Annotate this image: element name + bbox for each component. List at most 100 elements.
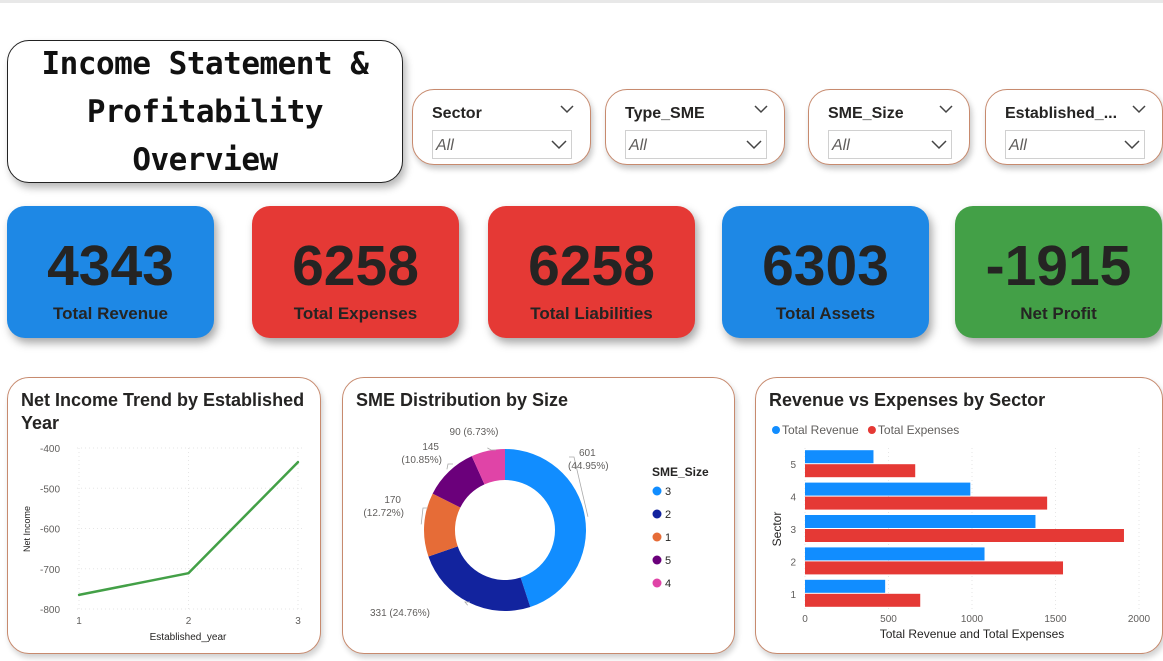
kpi-value: 4343 [47, 234, 174, 298]
kpi-total-revenue: 4343 Total Revenue [7, 206, 214, 338]
chevron-down-icon [931, 140, 947, 150]
chevron-down-icon[interactable] [1132, 105, 1146, 114]
y-axis-label: Net Income [22, 506, 32, 552]
net-income-trend-card: -400 -500 -600 -700 -800 1 2 3 Established_year N… [7, 377, 321, 654]
data-label-percent: (12.72%) [363, 508, 404, 519]
legend-label: 5 [665, 555, 671, 567]
data-point [187, 571, 190, 575]
leader-line [420, 507, 428, 525]
data-label-value: 170 [384, 495, 401, 506]
y-tick-label: -800 [40, 605, 60, 616]
bar-expenses-sector-4 [805, 496, 1048, 510]
chevron-down-icon[interactable] [560, 105, 574, 114]
kpi-total-liabilities: 6258 Total Liabilities [488, 206, 695, 338]
donut-slice-3 [505, 449, 586, 607]
chevron-down-icon[interactable] [939, 105, 953, 114]
legend-marker [652, 555, 662, 565]
bar-revenue-sector-3 [805, 515, 1036, 528]
y-axis-label: Sector [770, 512, 784, 547]
x-axis-label: Established_year [150, 632, 227, 643]
chart-title: Revenue vs Expenses by Sector [769, 390, 1046, 410]
sme-size-donut-chart: 601(44.95%)331 (24.76%)170(12.72%)145(10… [363, 427, 709, 619]
kpi-total-expenses: 6258 Total Expenses [252, 206, 459, 338]
y-tick-label: 1 [790, 590, 796, 601]
data-label-percent: (44.95%) [568, 461, 609, 472]
bar-revenue-sector-5 [805, 450, 874, 464]
kpi-value: 6258 [292, 234, 419, 298]
legend-marker [652, 509, 662, 519]
data-label: 90 (6.73%) [450, 427, 499, 438]
legend-marker [652, 532, 662, 542]
slicer-title: Established_... [1005, 105, 1118, 122]
x-axis-label: Total Revenue and Total Expenses [880, 627, 1065, 641]
slicer-established-year[interactable]: Established_... All [985, 89, 1163, 165]
data-point [77, 593, 81, 597]
bar-expenses-sector-5 [805, 464, 916, 478]
legend-label: 4 [665, 578, 671, 590]
legend-label: Total Expenses [878, 423, 959, 437]
leader-line [487, 447, 496, 451]
bar-expenses-sector-2 [805, 561, 1064, 575]
x-tick-label: 500 [880, 614, 897, 625]
slicer-value: All [436, 137, 454, 154]
bar-expenses-sector-1 [805, 593, 921, 607]
donut-slice-2 [428, 546, 531, 611]
y-tick-label: 5 [790, 460, 796, 471]
net-income-line-chart: -400 -500 -600 -700 -800 1 2 3 Established_year N… [22, 444, 302, 643]
x-tick-label: 1 [76, 616, 82, 627]
leader-line [464, 601, 470, 606]
slicer-title: Sector [432, 105, 482, 122]
slicer-title: SME_Size [828, 105, 904, 122]
legend-marker [772, 426, 780, 434]
legend-marker [867, 426, 876, 434]
kpi-label: Net Profit [1020, 304, 1097, 323]
data-label-value: 145 [422, 442, 439, 453]
title-line-2: Profitability Overview [86, 93, 324, 178]
x-tick-label: 1000 [961, 614, 984, 625]
slicer-sector[interactable]: Sector All [412, 89, 591, 165]
slicer-value: All [1009, 137, 1027, 154]
x-tick-label: 3 [295, 616, 301, 627]
sme-distribution-card: 601 (44.95%) 331 (24.76%) 170 (12.72%) 145 (10… [342, 377, 735, 654]
data-point [296, 460, 300, 464]
kpi-label: Total Liabilities [530, 304, 653, 323]
data-label-percent: (10.85%) [401, 455, 442, 466]
leader-line [569, 456, 589, 517]
slicer-dropdown[interactable]: All [828, 130, 952, 159]
chevron-down-icon[interactable] [754, 105, 768, 114]
slicer-sme-size[interactable]: SME_Size All [808, 89, 970, 165]
x-tick-label: 0 [802, 614, 808, 625]
slicer-value: All [629, 137, 647, 154]
x-tick-label: 2000 [1128, 614, 1151, 625]
y-tick-label: -700 [40, 565, 60, 576]
slicer-dropdown[interactable]: All [432, 130, 572, 159]
leader-line [446, 463, 453, 470]
slicer-type-sme[interactable]: Type_SME All [605, 89, 785, 165]
data-label: 331 (24.76%) [370, 608, 430, 619]
chevron-down-icon [746, 140, 762, 150]
slicer-dropdown[interactable]: All [625, 130, 767, 159]
y-tick-label: -600 [40, 525, 60, 536]
donut-slice-5 [432, 456, 485, 508]
y-tick-label: 3 [790, 525, 796, 536]
y-tick-label: -500 [40, 484, 60, 495]
revenue-expenses-bar-chart: Total Revenue Total Expenses 0 500 1000 1500 2… [770, 423, 1151, 641]
donut-slice-1 [424, 493, 461, 557]
kpi-label: Total Expenses [293, 304, 418, 323]
bar-revenue-sector-1 [805, 579, 886, 593]
legend-label: 2 [665, 509, 671, 521]
bar-revenue-sector-2 [805, 547, 985, 561]
x-tick-label: 2 [186, 616, 192, 627]
legend-marker [652, 486, 662, 496]
slicer-value: All [832, 137, 850, 154]
slicer-dropdown[interactable]: All [1005, 130, 1145, 159]
chevron-down-icon [551, 140, 567, 150]
legend-label: 3 [665, 486, 671, 498]
kpi-value: 6303 [762, 234, 889, 298]
y-tick-label: -400 [40, 444, 60, 455]
y-tick-label: 2 [790, 557, 796, 568]
top-border [0, 0, 1163, 3]
legend-marker [652, 578, 662, 588]
chart-title: Net Income Trend by Established Year [21, 390, 305, 433]
kpi-value: -1915 [985, 234, 1132, 298]
